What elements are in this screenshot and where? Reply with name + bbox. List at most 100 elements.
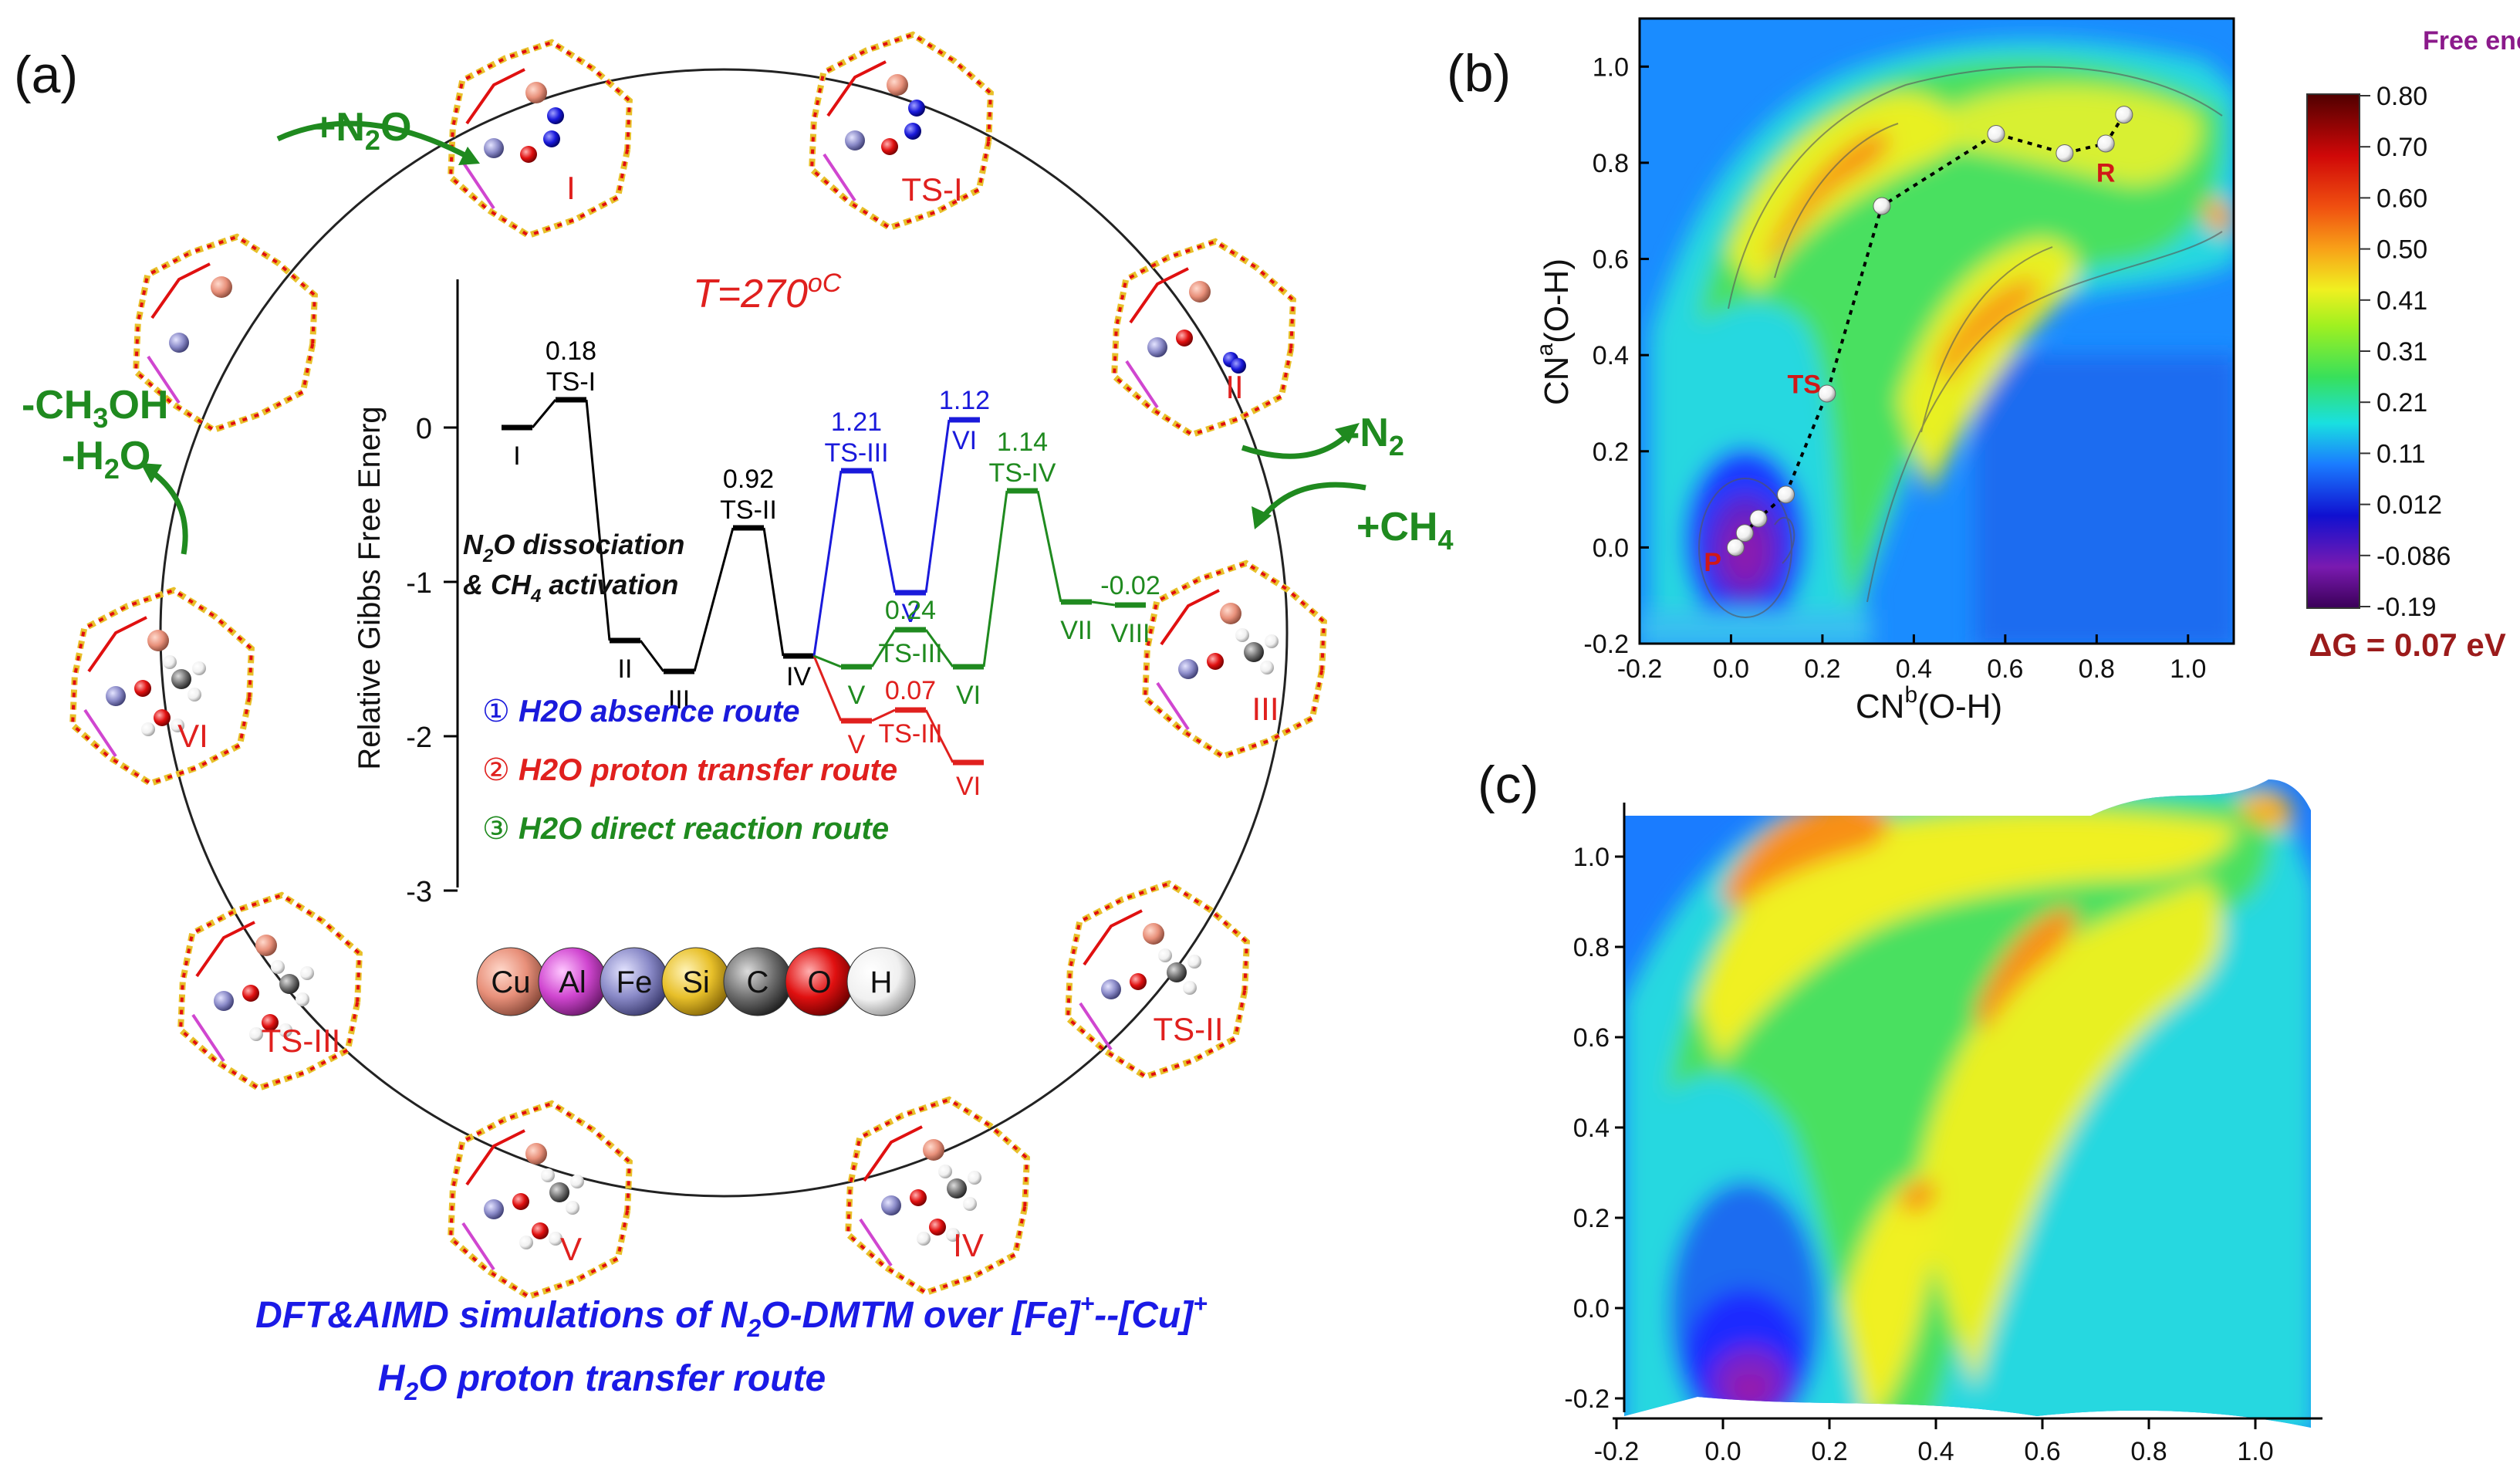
reaction-path-point xyxy=(2056,144,2074,162)
fe-atom xyxy=(484,138,504,158)
element-label: O xyxy=(807,965,831,999)
contour-x-tick-label: 0.8 xyxy=(2079,654,2115,684)
contour-frame xyxy=(1638,17,2235,645)
annotation-line-2: & CH4 activation xyxy=(463,569,678,607)
surface-x-tick-label: 0.4 xyxy=(1917,1437,1954,1466)
surface-x-tick-label: 0.6 xyxy=(2024,1437,2060,1466)
cu-atom xyxy=(1143,923,1164,945)
colorbar-title: Free energy / eV xyxy=(2423,26,2520,56)
cu-atom xyxy=(525,1143,547,1165)
c-atom xyxy=(1244,642,1264,662)
energy-connector xyxy=(762,527,785,657)
contour-map: R TS P -0.2 0.0 0.2 0.4 0.6 0.8 1.0 -0.2 0.0 0.2 0.4… xyxy=(1532,17,2235,725)
o-atom xyxy=(532,1222,549,1239)
c-atom xyxy=(171,669,191,689)
energy-barrier-label: 0.92 xyxy=(723,465,774,494)
fe-atom xyxy=(484,1199,504,1219)
energy-state-label: TS-I xyxy=(546,367,596,397)
element-label: H xyxy=(870,965,893,999)
arrow-head-icon xyxy=(1252,506,1272,529)
annotation-line-1: N2O dissociation xyxy=(463,529,684,566)
surface-y-tick-label: 1.0 xyxy=(1573,843,1610,872)
contour-x-tick-label: 0.2 xyxy=(1804,654,1840,684)
path-marker-p: P xyxy=(1704,548,1721,577)
energy-state-label: TS-III xyxy=(878,719,942,749)
surface-y-tick-label: 0.2 xyxy=(1573,1204,1610,1233)
framework-bridge xyxy=(191,1013,225,1063)
framework-bridge xyxy=(83,708,117,758)
h-atom xyxy=(163,655,177,669)
o-atom xyxy=(154,709,171,726)
zeolite-structure-5: TS-II xyxy=(1065,880,1250,1080)
o-atom xyxy=(520,146,537,163)
framework-bridge xyxy=(859,1218,893,1267)
element-label: C xyxy=(747,965,769,999)
contour-y-label: CNa(O-H) xyxy=(1532,259,1576,405)
colorbar-level-label: 0.012 xyxy=(2376,491,2442,520)
colorbar-level-label: 0.41 xyxy=(2376,286,2427,316)
energy-connector xyxy=(639,640,665,672)
element-label: Cu xyxy=(491,965,530,999)
h-atom xyxy=(1187,955,1201,969)
surface-x-tick-label: -0.2 xyxy=(1594,1437,1640,1466)
energy-state-label: VI xyxy=(956,681,981,710)
c-atom xyxy=(1167,962,1187,982)
framework-bridge xyxy=(1160,589,1220,646)
energy-connector xyxy=(812,470,843,657)
h-atom xyxy=(249,1027,263,1041)
n-atom xyxy=(904,123,921,140)
framework-bridge xyxy=(823,153,856,202)
contour-x-tick-label: 0.6 xyxy=(1987,654,2023,684)
energy-connector xyxy=(982,490,1008,668)
o-atom xyxy=(134,680,151,697)
framework-bridge xyxy=(1083,909,1143,966)
h-atom xyxy=(271,960,285,974)
framework-bridge xyxy=(147,355,181,404)
c-atom xyxy=(947,1178,967,1198)
fe-atom xyxy=(214,991,234,1011)
fe-atom xyxy=(169,333,189,353)
arrow-head-icon xyxy=(1335,423,1360,444)
energy-barrier-label: 0.07 xyxy=(885,676,936,705)
element-label: Si xyxy=(682,965,710,999)
legend-item-3: ③ H2O direct reaction route xyxy=(482,812,889,846)
h-atom xyxy=(1235,628,1249,642)
cu-atom xyxy=(255,935,277,956)
arrow-head-icon xyxy=(458,147,480,165)
framework-bridge xyxy=(1156,681,1190,731)
h-atom xyxy=(1265,634,1279,648)
energy-series-1 xyxy=(812,417,980,657)
surface-x-tick-label: 0.2 xyxy=(1811,1437,1847,1466)
framework-ring xyxy=(809,31,994,232)
cu-atom xyxy=(1220,603,1241,624)
step-remove-h2o-label: -H2O xyxy=(62,434,150,485)
zeolite-structure-10 xyxy=(133,233,318,434)
framework-bridge xyxy=(465,1129,525,1186)
surface-y-tick-label: 0.4 xyxy=(1573,1114,1610,1143)
o-atom xyxy=(1130,973,1147,990)
surface-x-tick-label: 0.0 xyxy=(1704,1437,1741,1466)
arrow-remove-ch3oh xyxy=(148,468,188,555)
colorbar-level-label: 0.21 xyxy=(2376,388,2427,418)
o-atom xyxy=(929,1219,946,1236)
colorbar-level-label: 0.50 xyxy=(2376,235,2427,265)
o-atom xyxy=(1207,653,1224,670)
arrow-add-n2o xyxy=(276,120,472,161)
h-atom xyxy=(570,1175,584,1188)
surface-y-tick-label: -0.2 xyxy=(1564,1384,1610,1414)
o-atom xyxy=(262,1014,279,1031)
o-atom xyxy=(1176,330,1193,347)
delta-g-label: ΔG = 0.07 eV xyxy=(2309,627,2506,663)
framework-bridge xyxy=(150,262,211,319)
reaction-path-line xyxy=(1734,113,2126,549)
colorbar-level-label: -0.086 xyxy=(2376,542,2451,571)
structure-label: TS-I xyxy=(901,171,962,208)
framework-ring xyxy=(177,891,363,1092)
surface-x-tick-label: 0.8 xyxy=(2130,1437,2167,1466)
structure-label: TS-III xyxy=(262,1023,341,1059)
framework-bridge xyxy=(826,60,887,117)
energy-connector xyxy=(813,654,842,668)
energy-state-label: V xyxy=(848,681,866,710)
framework-bridge xyxy=(461,161,495,210)
framework-bridge xyxy=(87,616,147,673)
